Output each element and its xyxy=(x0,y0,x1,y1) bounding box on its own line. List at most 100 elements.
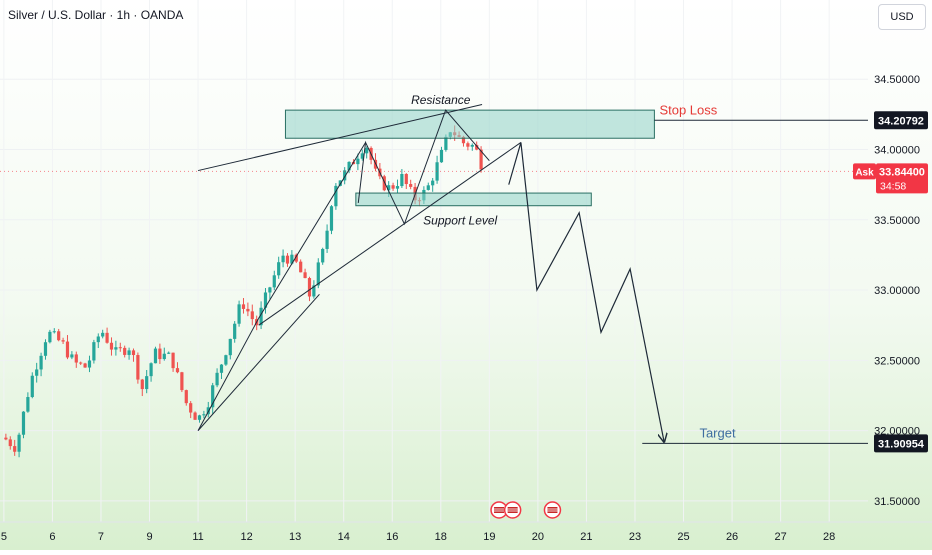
candle-body xyxy=(387,185,391,191)
candle-body xyxy=(211,385,215,408)
candle-body xyxy=(439,149,444,163)
x-tick-label[interactable]: 25 xyxy=(677,531,689,543)
y-tick-label[interactable]: 33.00000 xyxy=(874,285,920,297)
ask-label-tag[interactable] xyxy=(853,163,876,180)
trend-line[interactable] xyxy=(258,142,522,326)
candle-body xyxy=(79,362,83,364)
candle-body xyxy=(224,355,228,365)
zone-resistance[interactable] xyxy=(284,109,655,139)
candle-body xyxy=(228,338,232,356)
candle-body xyxy=(13,446,17,452)
economic-event-flag-icon[interactable] xyxy=(490,501,508,519)
x-tick-label[interactable]: 5 xyxy=(1,531,7,543)
candle-body xyxy=(158,348,162,360)
x-tick-label[interactable]: 13 xyxy=(289,531,301,543)
ask-price-tag[interactable] xyxy=(876,163,928,194)
candle-body xyxy=(303,272,307,279)
event-icon-flag xyxy=(494,507,505,513)
y-tick-label[interactable]: 34.50000 xyxy=(874,74,920,86)
x-tick-label[interactable]: 12 xyxy=(240,531,252,543)
x-tick-label[interactable]: 28 xyxy=(823,531,835,543)
stop-loss-label: Stop Loss xyxy=(659,102,717,117)
trend-line[interactable] xyxy=(197,104,483,172)
candle-body xyxy=(316,262,320,286)
x-tick-label[interactable]: 23 xyxy=(629,531,641,543)
candle-body xyxy=(233,323,237,339)
candle-body xyxy=(281,255,285,263)
x-tick-label[interactable]: 21 xyxy=(580,531,592,543)
trend-line[interactable] xyxy=(197,317,260,431)
trend-line[interactable] xyxy=(197,293,320,431)
zone-support-level[interactable] xyxy=(355,192,592,207)
candle-body xyxy=(215,372,219,386)
ask-price-text: 33.84400 xyxy=(879,166,925,178)
candle-body xyxy=(171,352,175,369)
candle-body xyxy=(145,376,149,390)
candlestick-series xyxy=(4,125,483,458)
y-tick-label[interactable]: 34.00000 xyxy=(874,144,920,156)
candle-body xyxy=(325,230,329,249)
candle-body xyxy=(30,375,34,398)
y-tick-label[interactable]: 32.50000 xyxy=(874,355,920,367)
candle-body xyxy=(127,350,131,355)
symbol-title[interactable]: Silver / U.S. Dollar · 1h · OANDA xyxy=(8,8,184,22)
x-tick-label[interactable]: 7 xyxy=(98,531,104,543)
ask-label-text: Ask xyxy=(855,167,874,178)
x-tick-label[interactable]: 11 xyxy=(192,531,203,543)
candle-body xyxy=(294,254,298,262)
candle-body xyxy=(118,347,122,349)
candle-body xyxy=(101,332,105,337)
price-axis[interactable]: 34.20792 31.90954 34.50000 34.00000 33.50000… xyxy=(853,74,928,508)
candle-body xyxy=(241,304,246,309)
economic-event-flag-icon[interactable] xyxy=(543,501,562,519)
candle-body xyxy=(96,336,100,343)
candle-body xyxy=(8,439,12,447)
economic-event-flag-icon[interactable] xyxy=(503,501,522,519)
candle-body xyxy=(153,348,158,364)
y-tick-label[interactable]: 32.00000 xyxy=(874,426,920,438)
candle-body xyxy=(356,158,360,165)
x-tick-label[interactable]: 19 xyxy=(483,531,495,543)
candle-body xyxy=(193,412,197,420)
candle-body xyxy=(237,304,241,324)
candle-body xyxy=(334,185,338,207)
time-axis[interactable]: 5 6 7 9 11 12 13 14 16 18 19 20 21 23 25 26 27 28 xyxy=(0,521,932,543)
drawings-layer[interactable]: Resistance Support Level Stop Loss Target xyxy=(0,93,868,444)
x-tick-label[interactable]: 14 xyxy=(338,531,350,543)
candle-body xyxy=(52,331,56,333)
target-label: Target xyxy=(699,425,736,440)
candle-body xyxy=(114,347,118,350)
projection-path[interactable] xyxy=(508,142,664,441)
candle-body xyxy=(136,355,140,380)
pattern-line[interactable] xyxy=(357,109,490,226)
currency-button[interactable]: USD xyxy=(878,4,926,30)
x-tick-label[interactable]: 26 xyxy=(726,531,738,543)
candle-body xyxy=(272,275,276,288)
x-tick-label[interactable]: 9 xyxy=(146,531,152,543)
x-tick-label[interactable]: 16 xyxy=(386,531,398,543)
candle-body xyxy=(475,144,479,150)
stop-loss-price-tag[interactable] xyxy=(874,111,928,130)
candle-body xyxy=(435,162,439,181)
event-icon-flag xyxy=(547,507,558,513)
target-price-tag[interactable] xyxy=(874,434,928,453)
candle-body xyxy=(202,414,206,416)
candle-body xyxy=(48,331,52,343)
x-tick-label[interactable]: 18 xyxy=(435,531,447,543)
x-tick-label[interactable]: 20 xyxy=(532,531,544,543)
candle-body xyxy=(290,254,294,264)
trend-line[interactable] xyxy=(258,142,366,319)
candle-body xyxy=(277,262,281,276)
event-icons[interactable] xyxy=(490,501,562,519)
candle-body xyxy=(395,186,400,189)
y-tick-label[interactable]: 31.50000 xyxy=(874,496,920,508)
candle-body xyxy=(321,248,325,263)
x-tick-label[interactable]: 6 xyxy=(49,531,55,543)
candle-body xyxy=(83,363,87,368)
x-tick-label[interactable]: 27 xyxy=(774,531,786,543)
y-tick-label[interactable]: 33.50000 xyxy=(874,215,920,227)
candle-body xyxy=(197,415,202,420)
